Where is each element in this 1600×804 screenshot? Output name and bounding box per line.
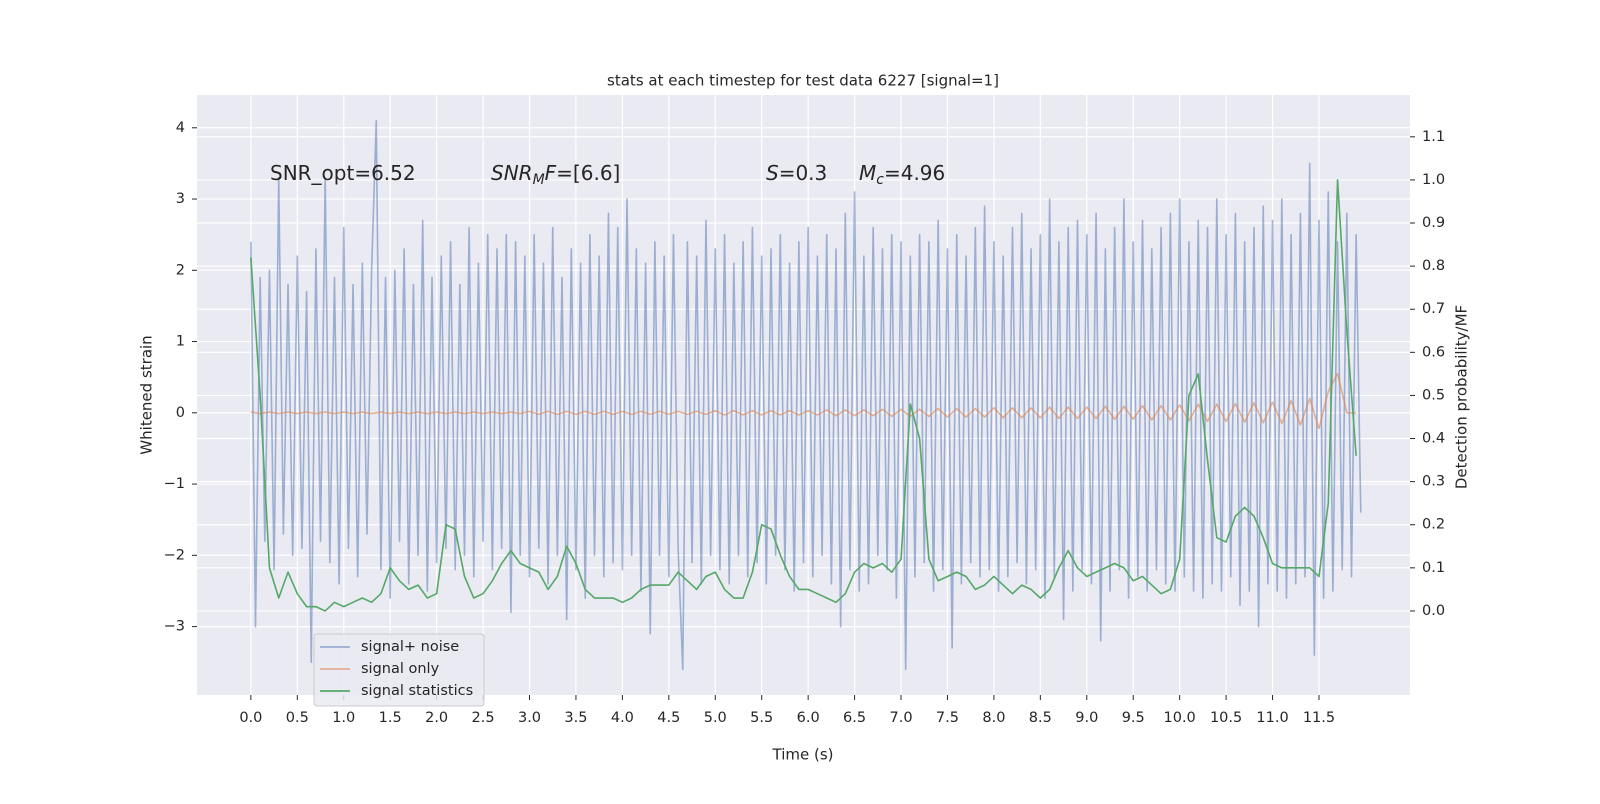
x-tick-label: 0.0 [239,710,262,726]
chart-title: stats at each timestep for test data 622… [607,72,999,90]
x-tick-label: 1.5 [379,710,402,726]
y2-axis-label: Detection probability/MF [1453,305,1471,489]
annotation-part: SNR_opt=6.52 [270,161,416,185]
legend: signal+ noise signal only signal statistic… [313,633,485,707]
y-tick-label: 4 [176,120,185,136]
x-tick-label: 6.5 [843,710,866,726]
x-tick-label: 2.0 [425,710,448,726]
annotation-part: M [533,172,545,188]
x-tick-label: 1.0 [332,710,355,726]
legend-label: signal only [361,661,440,677]
y2-tick-label: 0.7 [1422,301,1445,317]
x-tick-label: 3.5 [564,710,587,726]
y2-tick-label: 0.4 [1422,431,1445,447]
x-tick-label: 7.0 [889,710,912,726]
series-line [250,179,1357,612]
x-tick-label: 10.5 [1210,710,1242,726]
annotation-part: F [545,161,557,185]
x-tick-label: 9.5 [1122,710,1145,726]
x-tick-label: 8.0 [982,710,1005,726]
y2-tick-label: 0.9 [1422,215,1445,231]
x-tick-label: 2.5 [472,710,495,726]
legend-label: signal statistics [361,683,473,699]
annotation-part: =4.96 [884,161,945,185]
annotation: S=0.3 [766,161,827,185]
annotation-part: =[6.6] [556,161,620,185]
y2-tick-label: 0.0 [1422,603,1445,619]
y-tick-label: 3 [176,191,185,207]
x-tick-label: 3.0 [518,710,541,726]
plot [250,119,1362,671]
x-tick-label: 4.0 [611,710,634,726]
x-tick-label: 5.5 [750,710,773,726]
x-tick-label: 7.5 [936,710,959,726]
y2-tick-label: 1.0 [1422,172,1445,188]
y2-tick-label: 0.6 [1422,344,1445,360]
annotation-part: c [876,172,884,188]
annotation: SNRMF=[6.6] [491,161,620,188]
annotation-part: SNR [491,161,533,185]
y-tick-label: −3 [164,619,185,635]
y-tick-label: −1 [164,476,185,492]
annotation: Mc=4.96 [859,161,945,188]
y2-tick-label: 0.2 [1422,517,1445,533]
x-tick-label: 0.5 [286,710,309,726]
y-tick-label: −2 [164,547,185,563]
series-line [250,372,1357,430]
annotation: SNR_opt=6.52 [270,161,416,185]
y-tick-label: 0 [176,405,185,421]
annotation-part: M [859,161,876,185]
legend-box [313,633,485,707]
x-tick-label: 8.5 [1029,710,1052,726]
x-tick-label: 6.0 [797,710,820,726]
x-axis-label: Time (s) [772,746,834,764]
y-axis-label: Whitened strain [138,335,156,454]
y-tick-label: 2 [176,262,185,278]
x-tick-label: 11.5 [1303,710,1335,726]
x-tick-label: 9.0 [1075,710,1098,726]
y2-tick-label: 0.8 [1422,258,1445,274]
series-line [250,119,1362,671]
grid [197,95,1410,695]
legend-label: signal+ noise [361,639,459,655]
x-tick-label: 11.0 [1256,710,1288,726]
x-tick-label: 10.0 [1164,710,1196,726]
y2-tick-label: 0.1 [1422,560,1445,576]
y2-tick-label: 1.1 [1422,129,1445,145]
y-tick-label: 1 [176,334,185,350]
x-tick-label: 4.5 [657,710,680,726]
y2-tick-label: 0.3 [1422,474,1445,490]
y2-tick-label: 0.5 [1422,387,1445,403]
x-tick-label: 5.0 [704,710,727,726]
axes: 0.0 0.5 1.0 1.5 2.0 2.5 3.0 3.5 4.0 4.5 5.0 5.5 6.0 6… [164,120,1445,726]
annotation-part: S [766,161,779,185]
annotation-part: =0.3 [779,161,828,185]
